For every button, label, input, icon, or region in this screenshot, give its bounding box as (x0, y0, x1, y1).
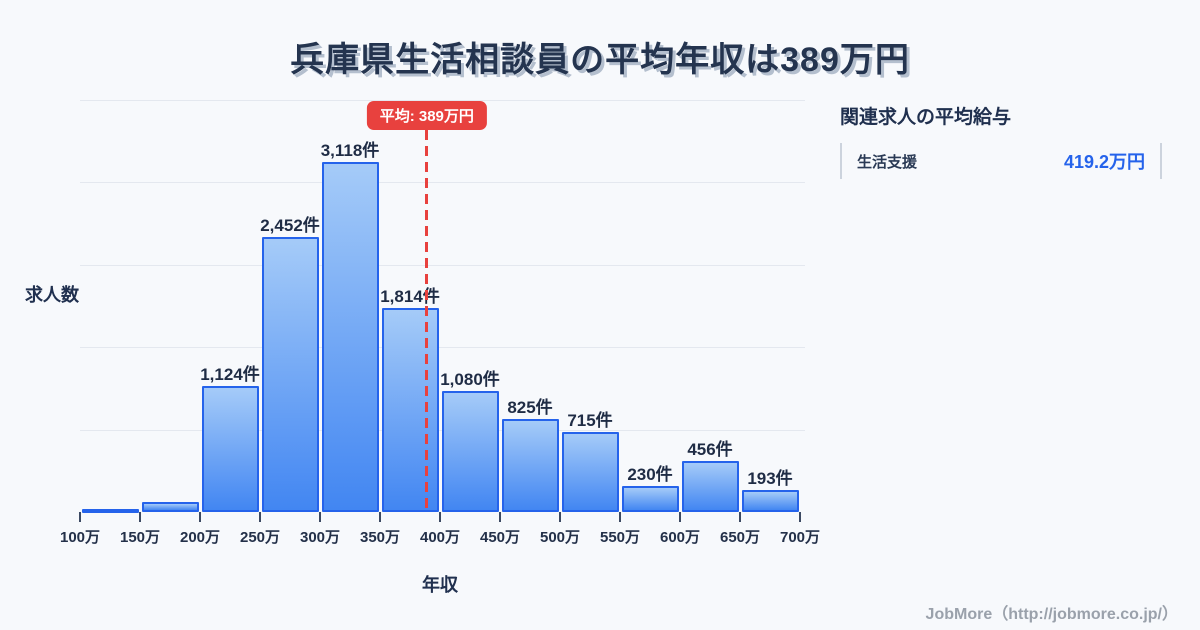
plot-area: 1,124件 2,452件 3,118件 1,814件 1,080件 825件 715件 23… (60, 100, 820, 546)
page-title: 兵庫県生活相談員の平均年収は389万円 (290, 41, 910, 79)
credit-text: JobMore（http://jobmore.co.jp/） (925, 606, 1178, 623)
bar-value-label: 2,452件 (260, 215, 320, 235)
histogram-bar (141, 502, 199, 512)
bar-value-label: 1,124件 (200, 364, 260, 384)
x-axis-tick (319, 512, 321, 522)
histogram-bar (441, 390, 499, 512)
x-axis-tick-label: 300万 (299, 529, 341, 546)
histogram-bar (501, 419, 559, 512)
x-axis-tick-label: 450万 (479, 529, 521, 546)
bar-value-label: 230件 (627, 465, 673, 485)
x-axis-label: 年収 (422, 575, 458, 595)
bar-value-label: 1,814件 (380, 287, 440, 307)
x-axis-tick-label: 400万 (419, 529, 461, 546)
histogram-bar (561, 431, 619, 512)
bar-value-label: 193件 (747, 469, 793, 489)
related-salary-row-label: 生活支援 (857, 153, 918, 171)
histogram-bar (201, 385, 259, 512)
x-axis-tick-label: 350万 (359, 529, 401, 546)
x-axis-tick-label: 650万 (719, 529, 761, 546)
x-axis-tick (259, 512, 261, 522)
histogram-bar (261, 236, 319, 512)
x-axis-tick (379, 512, 381, 522)
bar-value-label: 825件 (507, 398, 553, 418)
x-axis-tick (199, 512, 201, 522)
gridline (80, 182, 805, 184)
histogram-bar (81, 509, 139, 513)
x-axis-tick-label: 600万 (659, 529, 701, 546)
x-axis-tick (79, 512, 81, 522)
x-axis-tick-label: 500万 (539, 529, 581, 546)
x-axis-tick (619, 512, 621, 522)
histogram-bar (681, 460, 739, 512)
x-axis-tick (139, 512, 141, 522)
bar-value-label: 456件 (687, 439, 733, 459)
histogram-bar (741, 490, 799, 512)
bar-value-label: 715件 (567, 410, 613, 430)
related-salary-row: 生活支援 419.2万円 (840, 143, 1162, 179)
y-axis-label: 求人数 (25, 285, 79, 305)
x-axis-tick (679, 512, 681, 522)
gridline (80, 100, 805, 101)
gridline (80, 264, 805, 266)
average-line (425, 130, 429, 512)
x-axis-tick (799, 512, 801, 522)
histogram-bar (381, 308, 439, 512)
related-salary-row-value: 419.2万円 (1063, 152, 1145, 172)
x-axis-tick-label: 100万 (59, 529, 101, 546)
x-axis-tick-label: 550万 (599, 529, 641, 546)
bar-value-label: 1,080件 (440, 369, 500, 389)
bar-value-label: 3,118件 (320, 141, 380, 160)
histogram-bar (321, 162, 379, 512)
x-axis-tick (439, 512, 441, 522)
x-axis-tick (559, 512, 561, 522)
x-axis-tick-label: 250万 (239, 529, 281, 546)
x-axis-tick (739, 512, 741, 522)
x-axis-tick-label: 200万 (179, 529, 221, 546)
x-axis-tick-label: 700万 (779, 529, 821, 546)
histogram-bar (621, 486, 679, 512)
average-badge: 平均: 389万円 (366, 101, 487, 130)
x-axis-tick (499, 512, 501, 522)
related-salary-heading: 関連求人の平均給与 (840, 107, 1012, 128)
x-axis-tick-label: 150万 (119, 529, 161, 546)
gridline (80, 347, 805, 349)
